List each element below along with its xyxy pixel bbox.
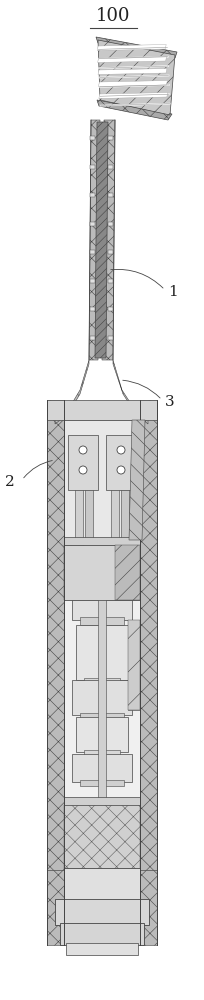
Bar: [90, 193, 94, 197]
Bar: [90, 307, 94, 311]
Bar: [57, 901, 146, 923]
Bar: [84, 678, 119, 684]
Bar: [64, 420, 139, 540]
Bar: [64, 545, 84, 600]
Bar: [90, 250, 94, 254]
Ellipse shape: [79, 466, 86, 474]
Bar: [47, 400, 156, 420]
Bar: [139, 870, 156, 945]
Ellipse shape: [116, 466, 124, 474]
Bar: [80, 713, 123, 718]
Bar: [108, 222, 112, 226]
Bar: [80, 780, 123, 786]
Text: 1: 1: [167, 285, 177, 299]
Bar: [108, 136, 112, 140]
Polygon shape: [98, 69, 166, 75]
Polygon shape: [98, 93, 167, 99]
Bar: [85, 490, 93, 540]
Bar: [120, 490, 128, 540]
Polygon shape: [114, 545, 139, 600]
Text: 3: 3: [164, 395, 174, 409]
Polygon shape: [112, 360, 147, 424]
Polygon shape: [97, 57, 166, 63]
Polygon shape: [128, 420, 144, 540]
Bar: [139, 400, 156, 870]
Bar: [108, 336, 112, 340]
Bar: [64, 545, 139, 600]
Bar: [98, 600, 105, 800]
Bar: [108, 165, 112, 169]
Ellipse shape: [116, 446, 124, 454]
Polygon shape: [97, 45, 165, 51]
Bar: [72, 680, 131, 715]
Polygon shape: [127, 620, 139, 710]
Bar: [108, 279, 112, 283]
Polygon shape: [98, 81, 167, 87]
Bar: [64, 868, 139, 900]
Bar: [47, 870, 64, 945]
Bar: [108, 250, 112, 254]
Bar: [68, 435, 98, 490]
Bar: [108, 193, 112, 197]
Bar: [55, 899, 148, 925]
Bar: [110, 490, 118, 540]
Text: 100: 100: [95, 7, 130, 25]
Bar: [47, 400, 64, 870]
Bar: [84, 750, 119, 756]
Polygon shape: [89, 120, 100, 360]
Bar: [64, 600, 139, 800]
Bar: [90, 279, 94, 283]
Bar: [66, 870, 137, 898]
Bar: [64, 797, 139, 805]
Bar: [72, 600, 131, 620]
Polygon shape: [98, 40, 174, 115]
Polygon shape: [102, 120, 114, 360]
Bar: [60, 923, 143, 945]
Polygon shape: [94, 122, 108, 358]
Bar: [72, 754, 131, 782]
Bar: [76, 717, 127, 752]
Bar: [66, 943, 137, 955]
Polygon shape: [55, 360, 89, 424]
Bar: [64, 805, 139, 870]
Polygon shape: [96, 100, 171, 120]
Bar: [108, 307, 112, 311]
Bar: [90, 165, 94, 169]
Bar: [80, 617, 123, 625]
Bar: [90, 136, 94, 140]
Bar: [76, 625, 127, 680]
Text: 2: 2: [5, 475, 15, 489]
Bar: [75, 490, 83, 540]
Bar: [64, 537, 139, 545]
Bar: [105, 435, 135, 490]
Ellipse shape: [79, 446, 86, 454]
Polygon shape: [95, 37, 176, 58]
Bar: [90, 222, 94, 226]
Bar: [90, 336, 94, 340]
Bar: [127, 620, 139, 710]
